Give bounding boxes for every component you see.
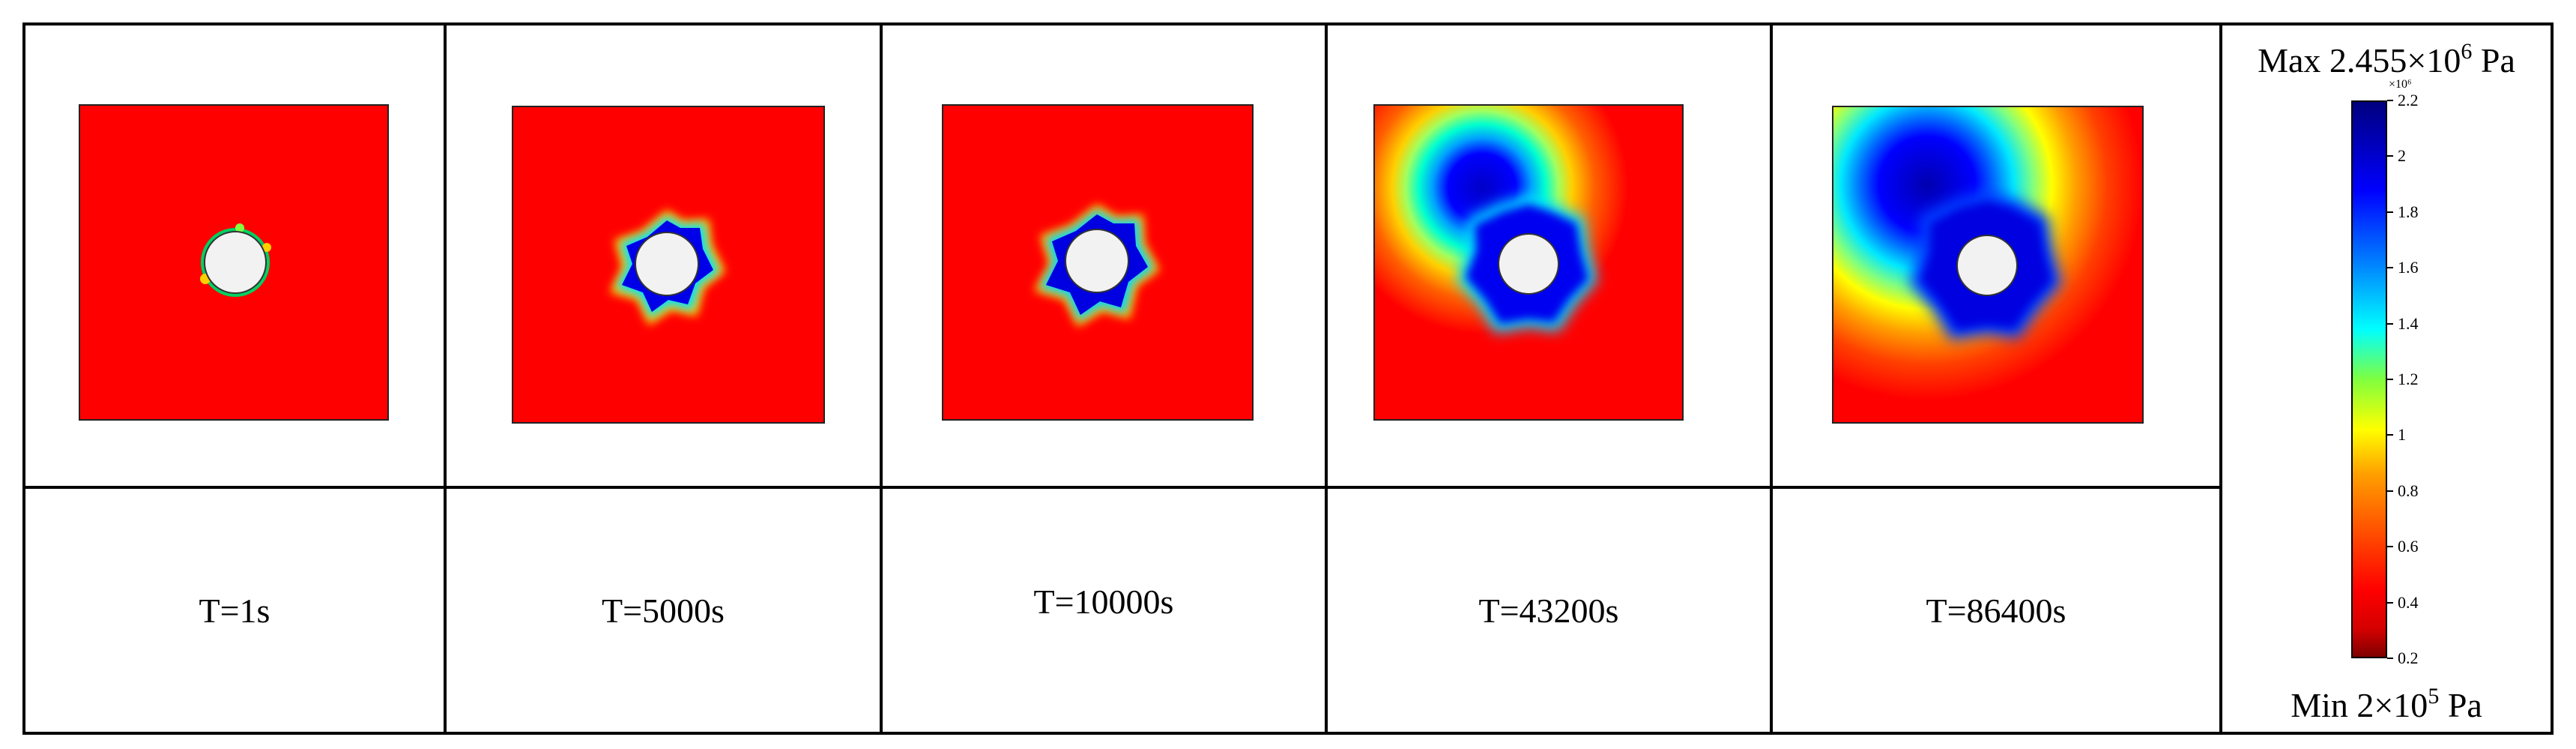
borehole [1498, 233, 1559, 295]
min-value-label: Min 2×105 Pa [2291, 684, 2482, 724]
time-label: T=5000s [602, 591, 725, 630]
borehole [204, 231, 267, 294]
figure-frame [22, 22, 2554, 735]
colorbar-tick-label: 0.8 [2398, 481, 2419, 500]
colorbar-tick-label: 2.2 [2398, 91, 2419, 109]
pressure-field-plot [1832, 106, 2144, 424]
colorbar-tick-label: 1.2 [2398, 370, 2419, 388]
colorbar-tick-label: 0.6 [2398, 537, 2419, 556]
panel-t43200 [1328, 25, 1770, 486]
pressure-field-plot [79, 104, 389, 421]
colorbar-tick-label: 1 [2398, 425, 2406, 445]
borehole [1065, 229, 1129, 293]
grid-divider [2219, 22, 2222, 735]
max-value-label: Max 2.455×106 Pa [2258, 39, 2515, 79]
time-label: T=10000s [1033, 582, 1174, 621]
panel-t86400 [1773, 25, 2219, 486]
panel-t5000 [447, 25, 880, 486]
grid-divider [1325, 22, 1328, 735]
colorbar-tick-label: 1.4 [2398, 313, 2419, 333]
grid-divider [444, 22, 447, 735]
colorbar-panel: Max 2.455×106 Pa ×10⁶ 2.2 2 1.8 1.6 1.4 1.2 1 0… [2222, 25, 2551, 732]
colorbar-tick-label: 1.8 [2398, 202, 2419, 221]
row-divider [22, 486, 2219, 489]
time-label: T=43200s [1478, 591, 1619, 630]
colorbar-tick-label: 0.4 [2398, 592, 2419, 612]
pressure-field-plot [1373, 104, 1684, 421]
grid-divider [1770, 22, 1773, 735]
grid-divider [880, 22, 883, 735]
borehole [635, 232, 699, 296]
colorbar-tick-label: 0.2 [2398, 649, 2419, 667]
time-label: T=86400s [1926, 591, 2066, 630]
colorbar-tick-label: 2 [2398, 146, 2406, 166]
colorbar-tick-label: 1.6 [2398, 258, 2419, 277]
colorbar-gradient [2351, 100, 2387, 658]
panel-t1 [25, 25, 444, 486]
pressure-field-plot [942, 104, 1254, 421]
borehole [1956, 235, 2018, 296]
colorbar-multiplier: ×10⁶ [2389, 78, 2412, 91]
colorbar-ticks: 2.2 2 1.8 1.6 1.4 1.2 1 0.8 0.6 0.4 0.2 [2387, 91, 2477, 667]
pressure-field-plot [512, 106, 825, 424]
panel-t10000 [883, 25, 1325, 486]
time-label: T=1s [199, 591, 270, 630]
